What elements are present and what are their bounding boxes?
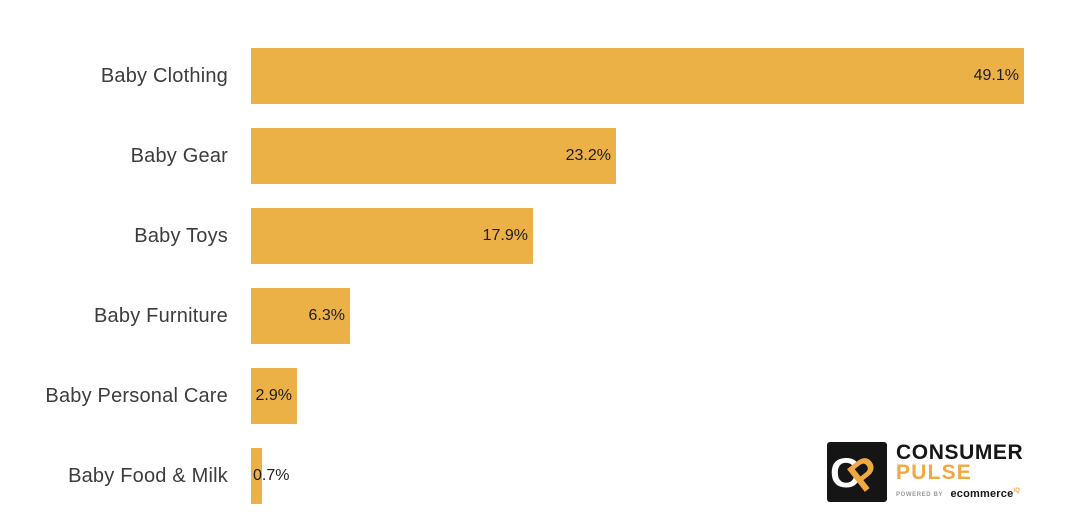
category-label: Baby Furniture <box>94 304 228 327</box>
bar: 23.2% <box>251 128 616 184</box>
bar-area: 0.7% <box>251 448 1080 504</box>
bar: 17.9% <box>251 208 533 264</box>
powered-by-line: POWERED BY ecommerceIQ <box>896 486 1023 500</box>
brand-name-line1: CONSUMER <box>896 441 1024 464</box>
category-label: Baby Gear <box>130 144 228 167</box>
bar-value-label: 49.1% <box>973 67 1019 84</box>
powered-brand-sup: IQ <box>1013 488 1020 494</box>
bar: 6.3% <box>251 288 350 344</box>
chart-row: Baby Toys 17.9% <box>0 196 1080 276</box>
powered-by-label: POWERED BY <box>896 492 944 498</box>
bar: 2.9% <box>251 368 297 424</box>
category-label: Baby Personal Care <box>45 384 228 407</box>
category-label: Baby Clothing <box>100 64 228 87</box>
chart-row: Baby Clothing 49.1% <box>0 36 1080 116</box>
bar-area: 6.3% <box>251 288 1080 344</box>
bar: 49.1% <box>251 48 1024 104</box>
bar-value-label: 0.7% <box>253 467 290 484</box>
bar-value-label: 6.3% <box>308 307 345 324</box>
bar-area: 2.9% <box>251 368 1080 424</box>
category-label: Baby Toys <box>134 224 228 247</box>
bar-area: 49.1% <box>251 48 1080 104</box>
bar-area: 23.2% <box>251 128 1080 184</box>
chart-row: Baby Gear 23.2% <box>0 116 1080 196</box>
monogram-letter-c: C <box>830 449 860 496</box>
logo-text: CONSUMER PULSE POWERED BY ecommerceIQ <box>896 442 1023 500</box>
consumer-pulse-monogram-icon: C P <box>827 442 890 502</box>
consumer-pulse-logo: C P CONSUMER PULSE POWERED BY ecommerceI… <box>827 442 1023 502</box>
bar-value-label: 23.2% <box>565 147 611 164</box>
category-label: Baby Food & Milk <box>68 464 228 487</box>
bar-area: 17.9% <box>251 208 1080 264</box>
chart-row: Baby Food & Milk 0.7% <box>0 436 1080 516</box>
powered-brand-label: ecommerce <box>950 488 1014 500</box>
brand-name-line2: PULSE <box>896 461 973 484</box>
chart-row: Baby Furniture 6.3% <box>0 276 1080 356</box>
bar: 0.7% <box>251 448 289 504</box>
bar-value-label: 17.9% <box>482 227 528 244</box>
bar-value-label: 2.9% <box>255 387 292 404</box>
chart-row: Baby Personal Care 2.9% <box>0 356 1080 436</box>
